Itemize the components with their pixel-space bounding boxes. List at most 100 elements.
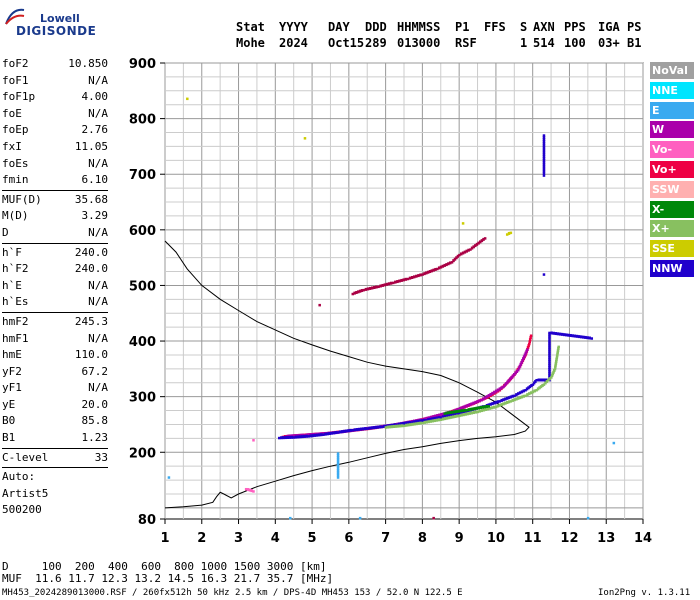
echo-point [511,374,515,378]
echo-point [590,337,594,340]
echo-point [512,373,516,377]
echo-point [448,413,451,417]
muf-row: MUF 11.6 11.7 12.3 13.2 14.5 16.3 21.7 3… [2,572,334,585]
echo-point [463,250,467,254]
echo-point [588,336,591,340]
echo-point [336,464,340,468]
echo-point [498,400,502,403]
legend-item-vo: Vo- [650,141,694,159]
param-separator [2,189,108,191]
echo-point [445,411,448,415]
echo-point [376,425,380,429]
param-row: MUF(D) 35.68 [2,192,108,209]
param-value: N/A [88,381,108,395]
echo-point [554,361,558,365]
echo-point [244,487,248,491]
echo-point [528,385,532,389]
header-value-9: 100 [564,36,586,50]
x-tick-label: 1 [160,531,169,546]
header-value-11: B1 [627,36,642,50]
echo-point [494,400,498,404]
echo-point [360,289,364,293]
echo-point [336,462,340,466]
echo-point [351,429,355,432]
echo-point [320,433,323,437]
echo-point [464,404,468,408]
echo-point [418,419,422,423]
echo-point [474,400,477,404]
echo-point [509,400,513,403]
param-name: foF1 [2,73,29,87]
legend-item-ssw: SSW [650,180,694,198]
echo-point [552,331,555,335]
echo-point [526,346,530,350]
echo-point [515,397,518,401]
echo-point [553,367,557,371]
param-value: 4.00 [81,90,109,104]
echo-point [428,270,432,274]
param-row: fmin 6.10 [2,172,108,189]
echo-point [336,467,340,471]
param-separator [2,467,108,469]
echo-point [461,409,464,413]
echo-point [541,378,545,382]
echo-point [353,291,356,295]
echo-point [452,412,455,416]
param-name: fmin [2,173,29,187]
echo-point [394,280,397,284]
echo-point [514,371,517,375]
echo-point [565,333,568,337]
echo-point [374,425,378,429]
echo-point [390,425,394,429]
y-tick-label: 600 [129,224,156,239]
echo-point [406,277,410,281]
echo-point [505,400,509,404]
logo-text-digisonde: DIGISONDE [16,24,97,38]
param-name: C-level [2,450,49,464]
echo-point [423,420,426,424]
param-value: 33 [94,450,108,464]
echo-point [573,334,577,338]
echo-point [445,416,449,420]
echo-point [358,289,362,293]
echo-point [542,144,546,148]
echo-point [248,488,252,492]
echo-point [531,390,535,394]
echo-point [482,237,485,241]
echo-point [521,359,524,363]
param-row: h`F 240.0 [2,245,108,262]
echo-point [492,405,496,409]
echo-point [399,422,403,426]
echo-point [494,389,498,393]
echo-point [485,395,489,399]
param-row: hmE 110.0 [2,347,108,364]
series-oblique [318,237,487,520]
legend-item-x: X- [650,200,694,218]
echo-point [372,426,376,430]
echo-point [555,358,558,362]
param-name: h`F2 [2,262,29,276]
echo-point [510,376,513,380]
echo-point [542,174,546,177]
echo-point [434,267,437,271]
echo-point [250,489,253,493]
echo-point [437,418,441,422]
echo-point [485,404,489,408]
echo-point [415,274,418,278]
echo-point [554,359,558,363]
echo-point [519,362,522,366]
legend-item-w: W [650,121,694,139]
echo-point [355,290,358,294]
echo-point [289,516,292,520]
echo-point [529,391,533,395]
param-name: foEs [2,156,29,170]
echo-point [368,286,372,290]
x-tick-label: 12 [560,531,578,546]
echo-point [303,434,306,438]
echo-point [338,430,342,434]
param-value: 240.0 [74,245,108,259]
echo-point [435,416,439,420]
echo-point [481,405,485,409]
echo-point [324,432,327,436]
echo-point [459,409,462,413]
